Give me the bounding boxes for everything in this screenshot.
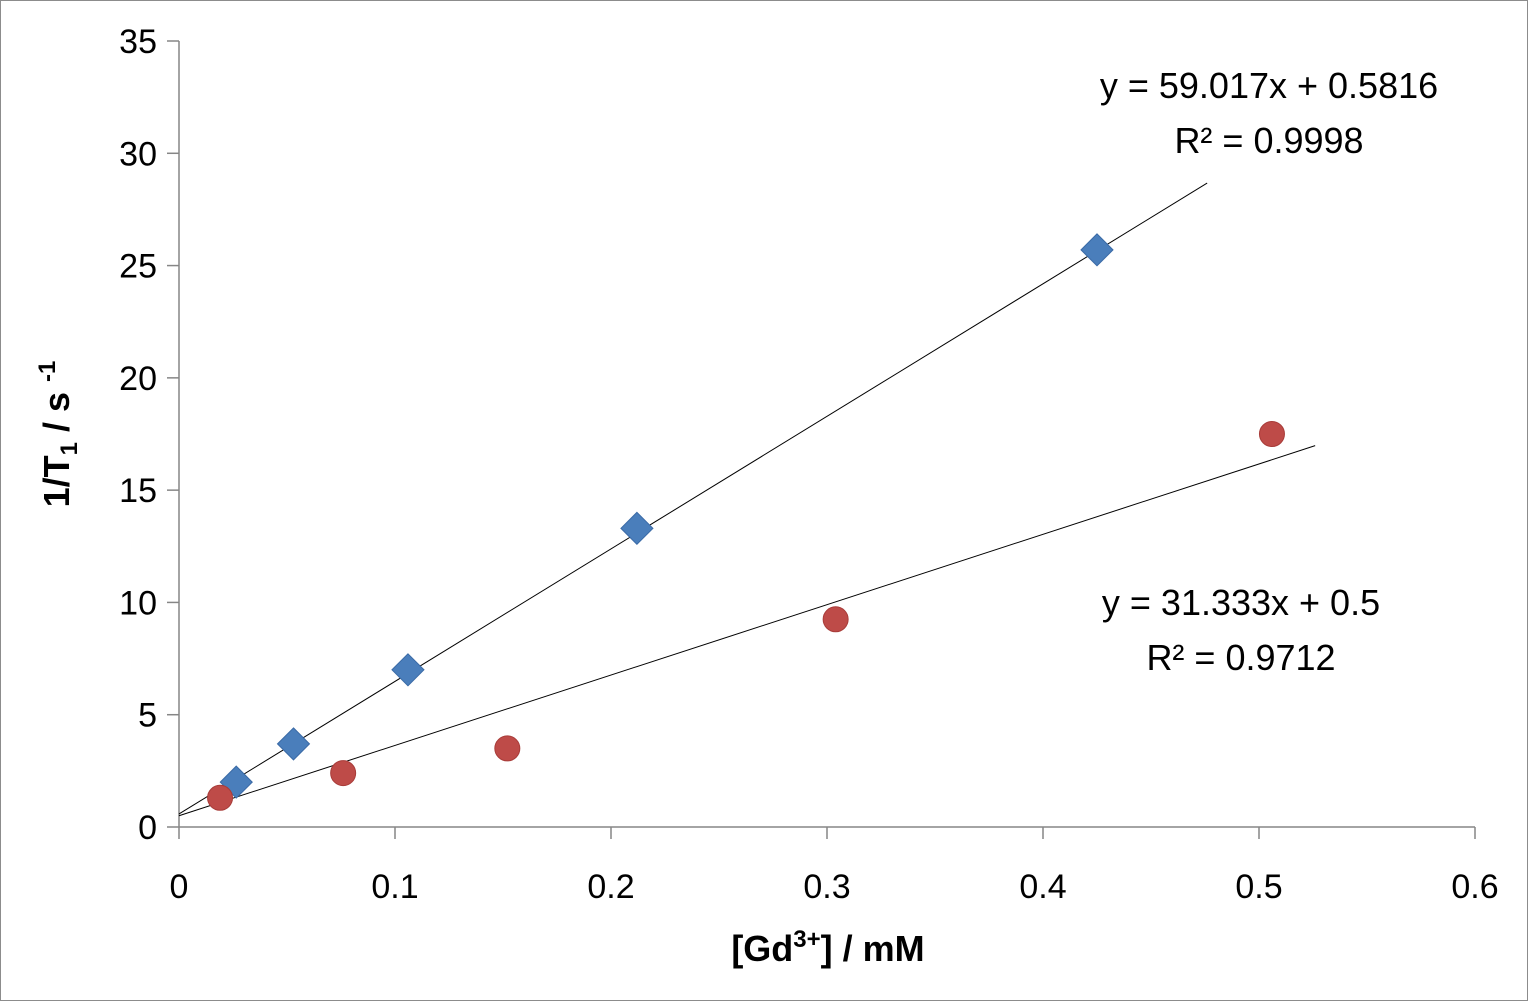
y-axis-title-main: 1/T xyxy=(36,455,77,507)
y-tick-label: 25 xyxy=(119,248,157,286)
y-tick-label: 35 xyxy=(119,23,157,61)
y-tick-label: 30 xyxy=(119,135,157,173)
data-point-diamond xyxy=(620,511,654,546)
x-tick-label: 0 xyxy=(170,868,189,906)
data-point-diamond xyxy=(276,727,311,761)
data-point-circle xyxy=(1258,421,1285,447)
trendline-1 xyxy=(178,182,1208,815)
trendline-1-equation: y = 59.017x + 0.5816 xyxy=(1100,65,1438,106)
trendline-2-r-squared: R² = 0.9712 xyxy=(1146,637,1335,678)
data-points xyxy=(207,233,1285,811)
data-point-circle xyxy=(330,760,357,787)
y-tick-label: 10 xyxy=(119,584,157,622)
x-axis-title-tail: ] / mM xyxy=(821,928,925,969)
x-axis-title: [Gd3+] / mM xyxy=(731,926,924,969)
data-point-circle xyxy=(822,606,849,633)
data-point-diamond xyxy=(391,653,425,687)
x-axis-title-main: [Gd xyxy=(731,928,793,969)
y-axis-title-subscript: 1 xyxy=(56,442,83,455)
trendline-2 xyxy=(178,445,1316,817)
y-tick-label: 5 xyxy=(138,697,157,735)
x-axis-title-superscript: 3+ xyxy=(793,926,820,953)
x-tick-label: 0.1 xyxy=(371,868,418,906)
y-axis-title: 1/T1 / s -1 xyxy=(34,361,83,508)
trendline-2-equation: y = 31.333x + 0.5 xyxy=(1102,582,1380,623)
y-tick-label: 15 xyxy=(119,472,157,510)
y-axis-ticks: 0 5 10 15 20 25 30 35 xyxy=(119,23,179,847)
x-tick-label: 0.2 xyxy=(587,868,634,906)
y-axis-title-superscript: -1 xyxy=(34,361,61,382)
x-tick-label: 0.3 xyxy=(803,868,850,906)
data-point-circle xyxy=(207,784,234,811)
x-tick-label: 0.6 xyxy=(1451,868,1498,906)
trendlines xyxy=(178,182,1316,817)
trendline-1-r-squared: R² = 0.9998 xyxy=(1174,120,1363,161)
y-axis-title-mid: / s xyxy=(36,382,77,442)
x-tick-label: 0.5 xyxy=(1235,868,1282,906)
x-tick-label: 0.4 xyxy=(1019,868,1066,906)
x-axis-ticks: 0 0.1 0.2 0.3 0.4 0.5 0.6 xyxy=(170,827,1499,906)
data-point-diamond xyxy=(1080,233,1114,267)
y-tick-label: 0 xyxy=(138,809,157,847)
y-tick-label: 20 xyxy=(119,360,157,398)
data-point-circle xyxy=(494,735,521,762)
